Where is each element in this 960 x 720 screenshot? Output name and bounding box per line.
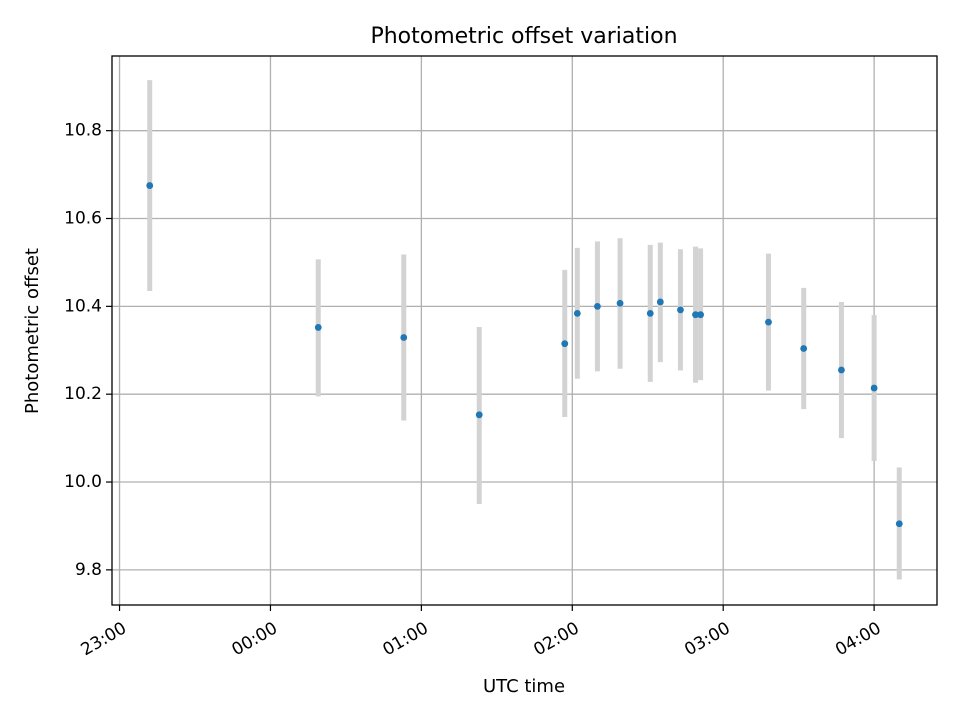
data-point xyxy=(692,311,699,319)
data-point xyxy=(697,311,704,319)
x-tick-label: 02:00 xyxy=(530,618,582,660)
y-tick-label: 10.0 xyxy=(64,472,102,492)
grid xyxy=(112,56,937,605)
x-tick-label: 04:00 xyxy=(832,618,884,660)
data-point xyxy=(314,324,322,331)
y-tick-label: 10.6 xyxy=(64,209,102,229)
plot-frame xyxy=(111,55,938,606)
data-point xyxy=(573,309,581,317)
data-point xyxy=(765,318,772,326)
data-point xyxy=(561,340,569,348)
data-point xyxy=(838,366,845,374)
x-tick-label: 01:00 xyxy=(379,618,431,660)
data-point xyxy=(800,345,808,352)
data-point xyxy=(400,334,408,341)
error-bars xyxy=(147,80,902,580)
x-axis-ticks: 23:00 00:00 01:00 02:00 03:00 04:00 xyxy=(78,605,885,660)
data-point xyxy=(656,298,664,306)
chart-title: Photometric offset variation xyxy=(370,24,677,49)
data-point xyxy=(895,520,903,528)
x-axis-label: UTC time xyxy=(483,676,565,697)
data-point xyxy=(677,306,684,314)
y-tick-label: 10.2 xyxy=(64,384,102,404)
y-axis-ticks: 9.8 10.0 10.2 10.4 10.6 10.8 xyxy=(64,121,112,580)
y-tick-label: 9.8 xyxy=(75,560,102,580)
y-axis-label: Photometric offset xyxy=(22,248,43,414)
data-point xyxy=(475,411,483,419)
data-point xyxy=(594,302,601,310)
data-point xyxy=(146,182,154,189)
x-tick-label: 00:00 xyxy=(229,618,281,660)
x-tick-label: 03:00 xyxy=(681,618,733,660)
data-point xyxy=(870,384,878,392)
data-points xyxy=(146,182,903,528)
y-tick-label: 10.8 xyxy=(64,121,102,141)
data-point xyxy=(616,299,624,307)
x-tick-label: 23:00 xyxy=(78,618,130,660)
data-point xyxy=(646,309,654,317)
y-tick-label: 10.4 xyxy=(64,296,102,316)
